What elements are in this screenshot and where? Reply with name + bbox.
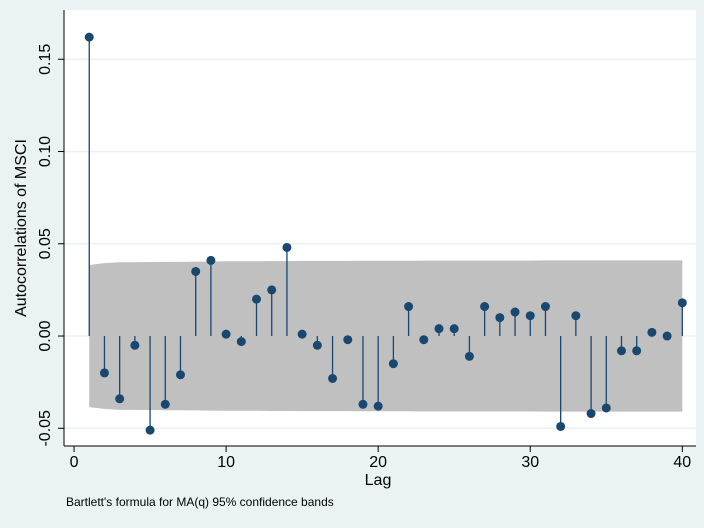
marker	[464, 351, 474, 361]
marker	[404, 302, 414, 312]
y-tick-label: 0.05	[37, 228, 54, 259]
marker	[343, 335, 353, 345]
y-tick-label: 0.00	[37, 320, 54, 351]
marker	[419, 335, 429, 345]
marker	[647, 327, 657, 337]
marker	[677, 298, 687, 308]
note: Bartlett's formula for MA(q) 95% confide…	[66, 495, 334, 509]
x-tick-label: 20	[369, 454, 387, 471]
marker	[586, 409, 596, 419]
marker	[388, 359, 398, 369]
marker	[449, 324, 459, 334]
marker	[282, 242, 292, 252]
marker	[84, 32, 94, 42]
marker	[297, 329, 307, 339]
marker	[312, 340, 322, 350]
x-axis-title: Lag	[365, 472, 392, 489]
marker	[632, 346, 642, 356]
confidence-band	[89, 260, 683, 337]
marker	[525, 311, 535, 321]
marker	[510, 307, 520, 317]
confidence-band	[89, 336, 683, 412]
marker	[252, 294, 262, 304]
marker	[115, 394, 125, 404]
marker	[616, 346, 626, 356]
x-tick-label: 40	[673, 454, 691, 471]
marker	[99, 368, 109, 378]
marker	[191, 266, 201, 276]
y-tick-label: -0.05	[37, 410, 54, 447]
marker	[495, 313, 505, 323]
marker	[130, 340, 140, 350]
marker	[373, 401, 383, 411]
marker	[328, 373, 338, 383]
marker	[358, 399, 368, 409]
marker	[434, 324, 444, 334]
marker	[206, 255, 216, 265]
marker	[662, 331, 672, 341]
marker	[145, 425, 155, 435]
marker	[236, 337, 246, 347]
marker	[175, 370, 185, 380]
marker	[556, 421, 566, 431]
marker	[267, 285, 277, 295]
marker	[221, 329, 231, 339]
marker	[480, 302, 490, 312]
marker	[160, 399, 170, 409]
y-tick-label: 0.15	[37, 44, 54, 75]
marker	[540, 302, 550, 312]
x-tick-label: 10	[217, 454, 235, 471]
x-tick-label: 30	[521, 454, 539, 471]
y-tick-label: 0.10	[37, 136, 54, 167]
marker	[601, 403, 611, 413]
x-tick-label: 0	[70, 454, 79, 471]
y-axis-title: Autocorrelations of MSCI	[13, 139, 30, 317]
marker	[571, 311, 581, 321]
